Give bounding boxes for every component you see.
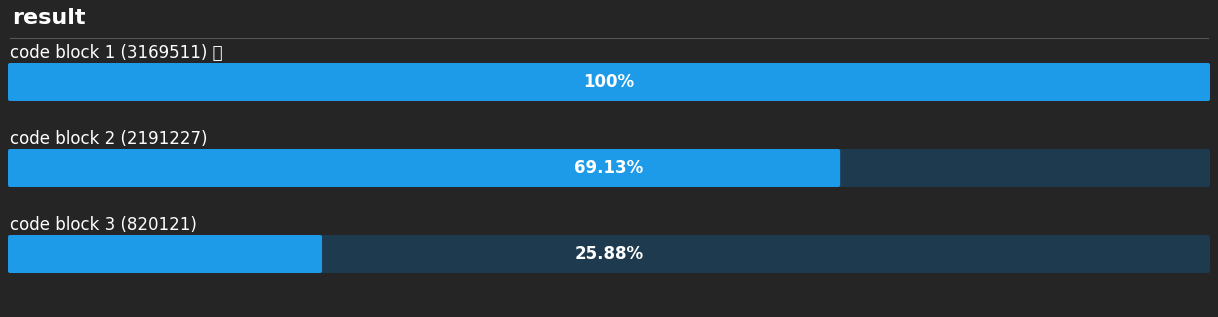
Text: result: result [12,8,85,28]
Text: 69.13%: 69.13% [575,159,643,177]
Text: code block 1 (3169511) 🏆: code block 1 (3169511) 🏆 [10,44,223,62]
FancyBboxPatch shape [9,63,1209,101]
Text: code block 2 (2191227): code block 2 (2191227) [10,130,207,148]
FancyBboxPatch shape [9,149,840,187]
Text: 100%: 100% [583,73,635,91]
Text: code block 3 (820121): code block 3 (820121) [10,216,197,234]
FancyBboxPatch shape [9,63,1209,101]
FancyBboxPatch shape [9,149,1209,187]
Text: 25.88%: 25.88% [575,245,643,263]
FancyBboxPatch shape [9,235,322,273]
FancyBboxPatch shape [9,235,1209,273]
